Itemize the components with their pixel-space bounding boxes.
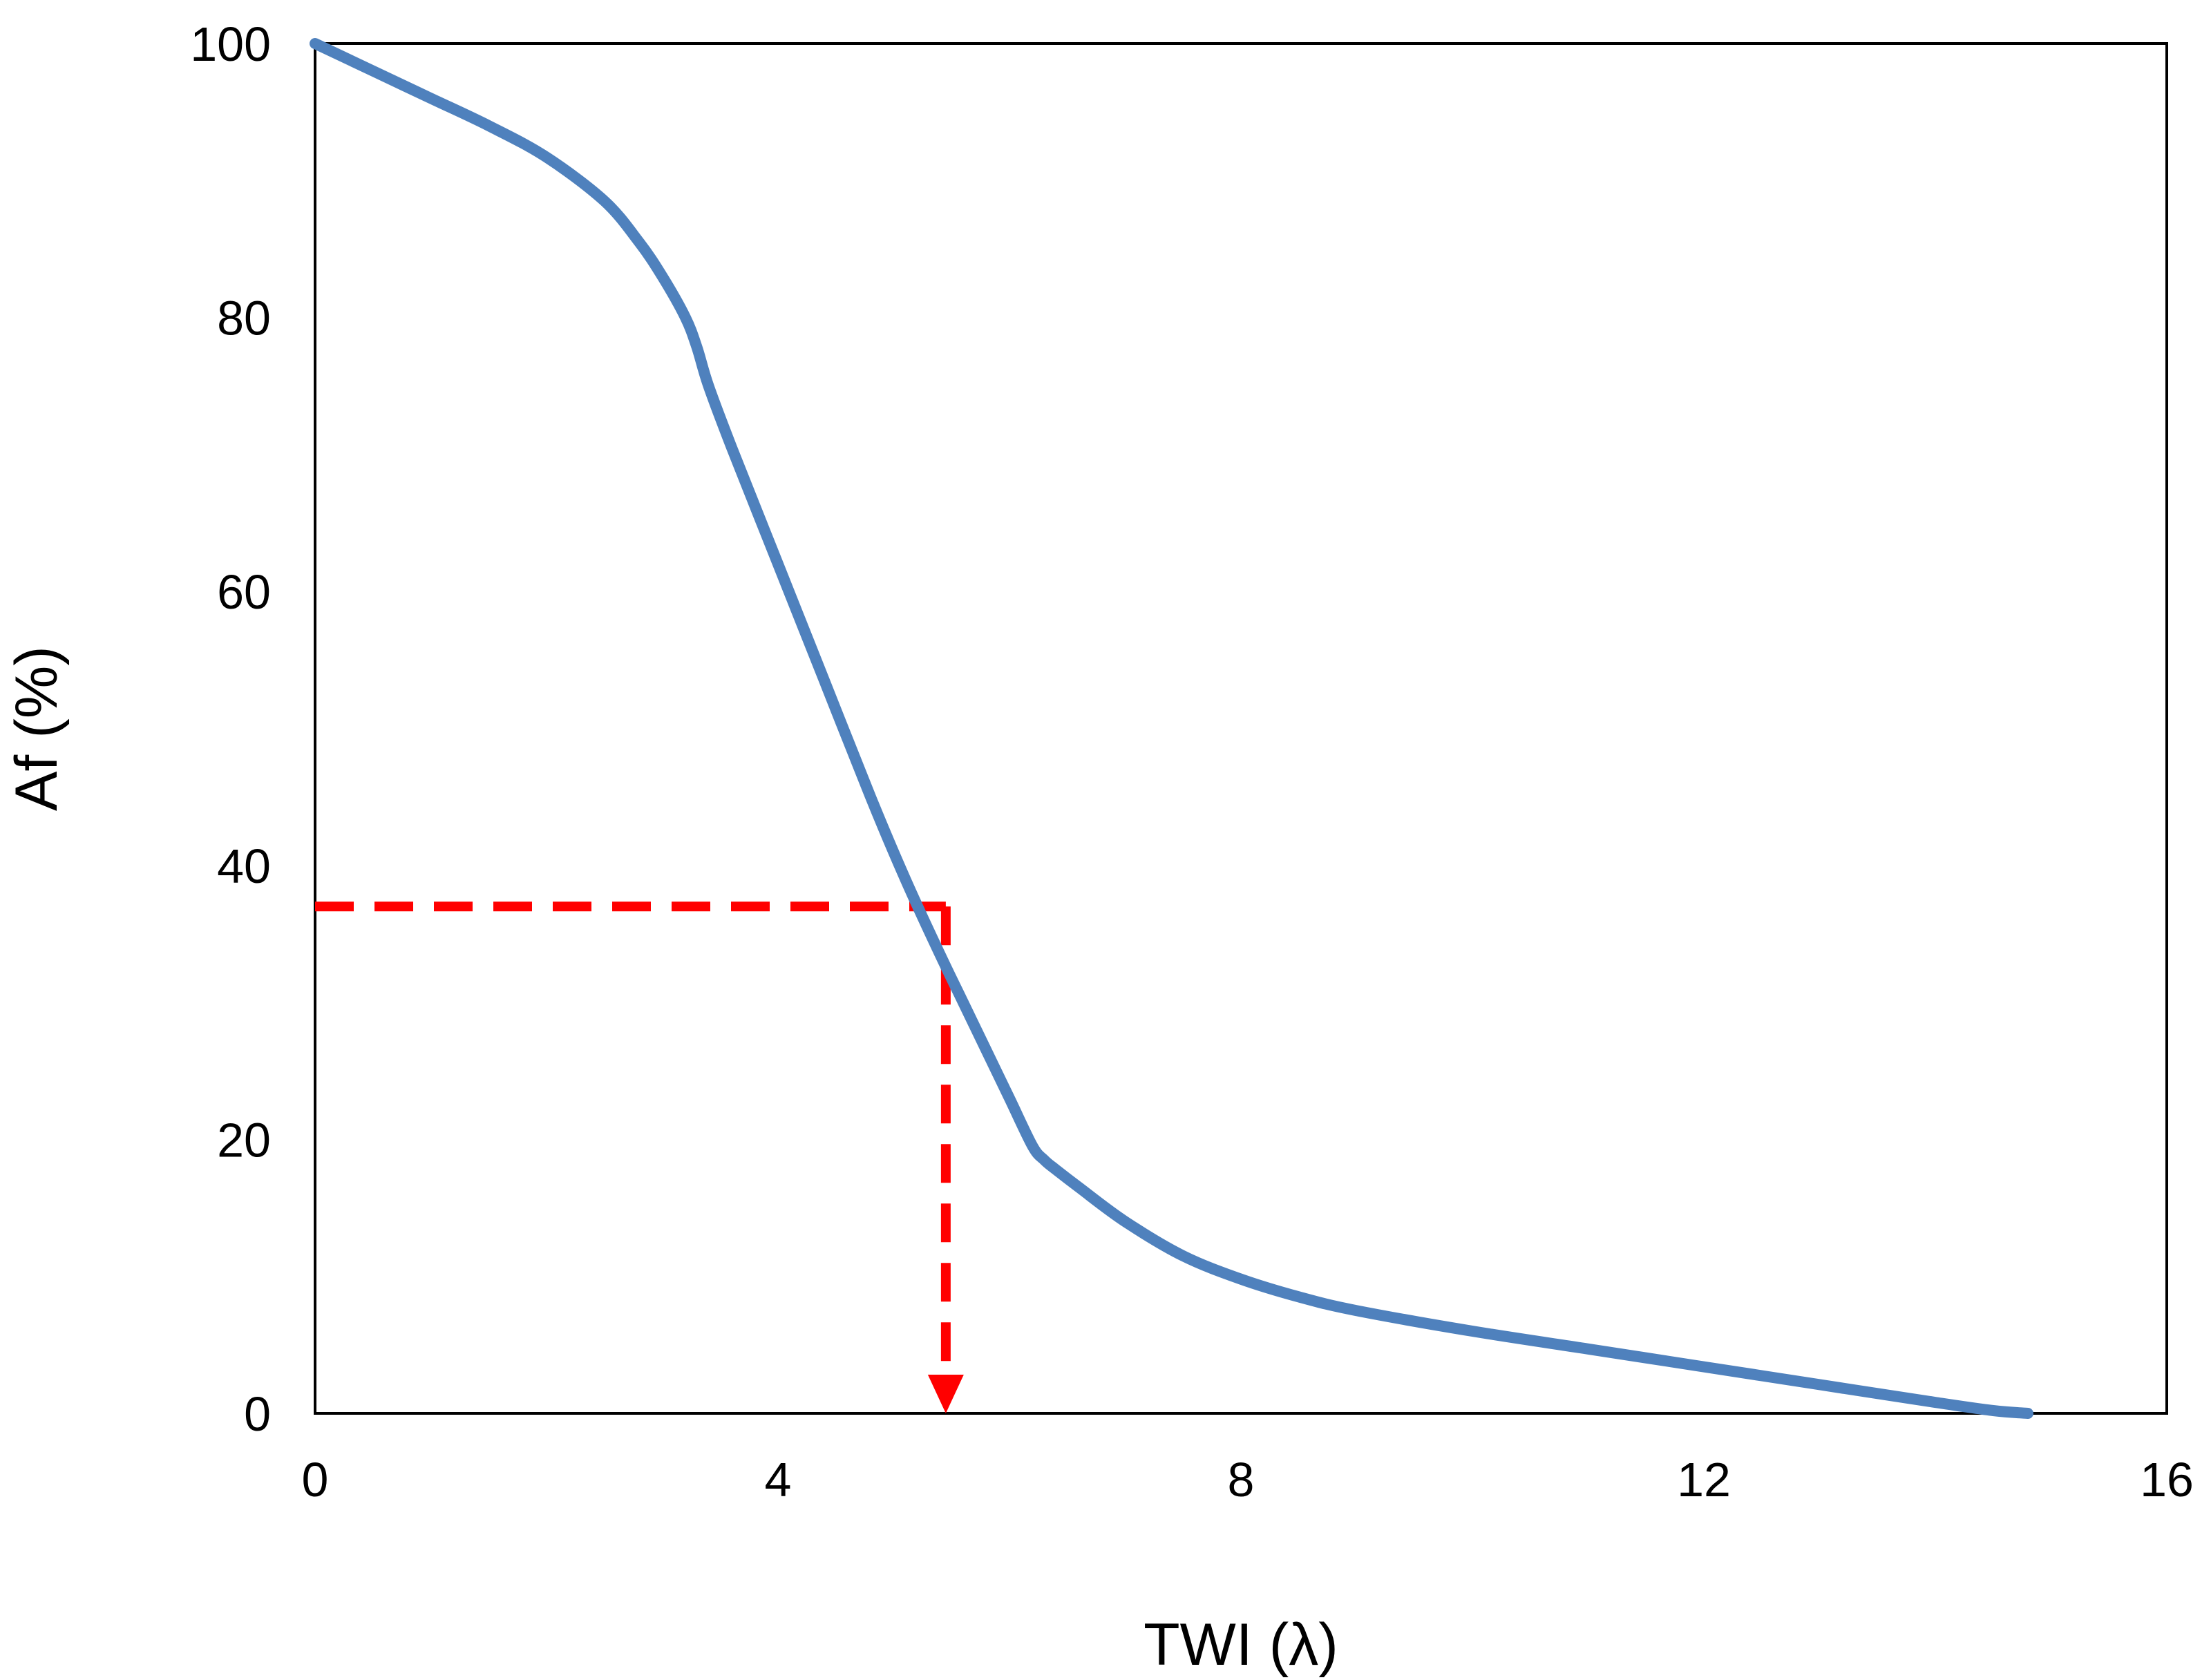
x-tick-label: 4 [765, 1453, 792, 1507]
y-tick-label: 0 [244, 1387, 271, 1441]
y-tick-label: 40 [217, 839, 271, 893]
x-tick-label: 12 [1677, 1453, 1731, 1507]
series-line [310, 38, 2033, 1419]
y-tick-label: 100 [190, 17, 271, 71]
guide-arrowhead [927, 1375, 964, 1413]
y-tick-label: 20 [217, 1113, 271, 1167]
x-tick-label: 16 [2140, 1453, 2194, 1507]
y-tick-label: 60 [217, 565, 271, 619]
plot-area-frame [314, 42, 2168, 1415]
y-tick-label: 80 [217, 292, 271, 345]
y-axis-title: Af (%) [3, 646, 70, 811]
x-tick-label: 8 [1228, 1453, 1255, 1507]
x-axis-title: TWI (λ) [1144, 1612, 1338, 1678]
x-tick-label: 0 [302, 1453, 329, 1507]
